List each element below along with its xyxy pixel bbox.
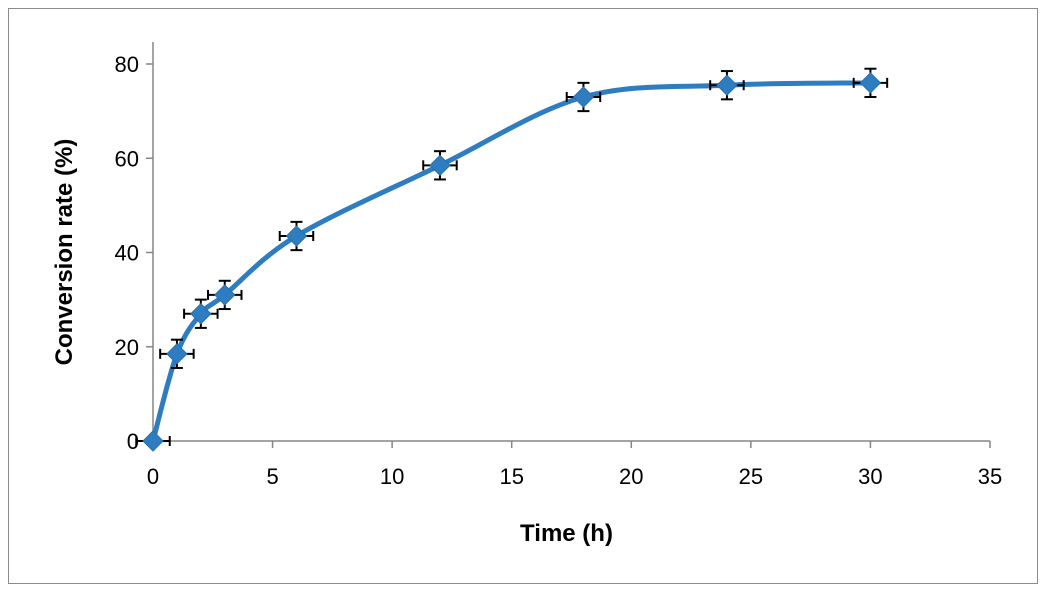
chart-frame [8,8,1038,584]
x-tick-label: 15 [499,464,523,489]
y-tick-label: 20 [115,335,139,360]
data-point [285,225,308,247]
axes [152,42,990,442]
x-tick-label: 0 [147,464,159,489]
x-tick-label: 30 [858,464,882,489]
x-tick-label: 25 [739,464,763,489]
y-tick-label: 60 [115,146,139,171]
x-tick-label: 35 [978,464,1002,489]
data-point [429,154,451,177]
tick-labels: 0 20 40 60 80 0 5 10 15 20 25 30 35 [115,52,1003,489]
y-tick-label: 40 [115,241,139,266]
y-tick-label: 80 [115,52,139,77]
x-tick-label: 10 [380,464,404,489]
data-point [142,430,164,452]
data-point [214,284,236,306]
y-tick-label: 0 [127,429,139,454]
series-line [150,80,873,444]
x-tick-label: 5 [266,464,278,489]
data-point [572,86,595,108]
data-points [142,72,882,452]
data-point [166,343,188,365]
x-tick-label: 20 [619,464,643,489]
data-point [859,72,882,94]
data-point [716,74,738,96]
y-axis-title: Conversion rate (%) [51,139,78,366]
x-axis-title: Time (h) [520,520,613,547]
data-point [190,303,212,325]
ticks [146,63,991,448]
